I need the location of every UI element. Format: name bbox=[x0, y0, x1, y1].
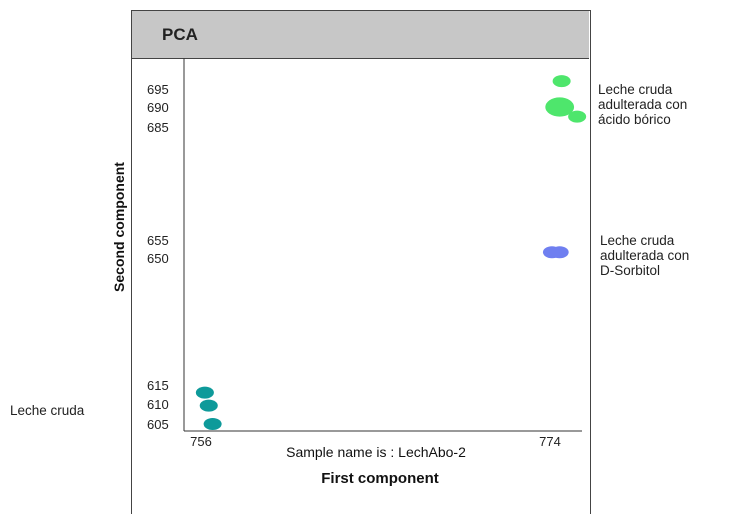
data-point bbox=[568, 110, 587, 123]
y-tick-label: 605 bbox=[147, 417, 169, 432]
chart-header: PCA bbox=[132, 11, 589, 59]
y-tick-label: 685 bbox=[147, 120, 169, 135]
series-label-line: adulterada con bbox=[600, 248, 689, 263]
chart-title: PCA bbox=[162, 25, 198, 44]
y-axis-label: Second component bbox=[111, 162, 127, 292]
data-point bbox=[552, 75, 571, 88]
series-label-line: adulterada con bbox=[598, 97, 687, 112]
x-axis-label: First component bbox=[321, 470, 439, 487]
series-label: Leche cruda bbox=[10, 403, 85, 418]
y-tick-label: 650 bbox=[147, 251, 169, 266]
y-tick-label: 615 bbox=[147, 378, 169, 393]
data-point bbox=[545, 97, 575, 117]
y-tick-label: 655 bbox=[147, 233, 169, 248]
y-tick-label: 610 bbox=[147, 397, 169, 412]
y-tick-label: 695 bbox=[147, 82, 169, 97]
chart-frame bbox=[131, 10, 591, 514]
data-point bbox=[203, 418, 222, 430]
y-tick-label: 690 bbox=[147, 100, 169, 115]
series-label-line: D-Sorbitol bbox=[600, 263, 660, 278]
sample-name-subtitle: Sample name is : LechAbo-2 bbox=[286, 444, 466, 460]
data-point bbox=[195, 386, 214, 399]
x-tick-label: 774 bbox=[539, 434, 561, 449]
data-point bbox=[199, 399, 218, 412]
data-point bbox=[550, 246, 569, 259]
series-label-line: Leche cruda bbox=[598, 82, 673, 97]
series-label: Leche cruda adulterada con D-Sorbitol bbox=[600, 233, 689, 278]
series-label: Leche cruda adulterada con ácido bórico bbox=[598, 82, 687, 127]
x-tick-label: 756 bbox=[190, 434, 212, 449]
series-label-line: Leche cruda bbox=[600, 233, 675, 248]
series-label-line: ácido bórico bbox=[598, 112, 671, 127]
series-label-line: Leche cruda bbox=[10, 403, 85, 418]
